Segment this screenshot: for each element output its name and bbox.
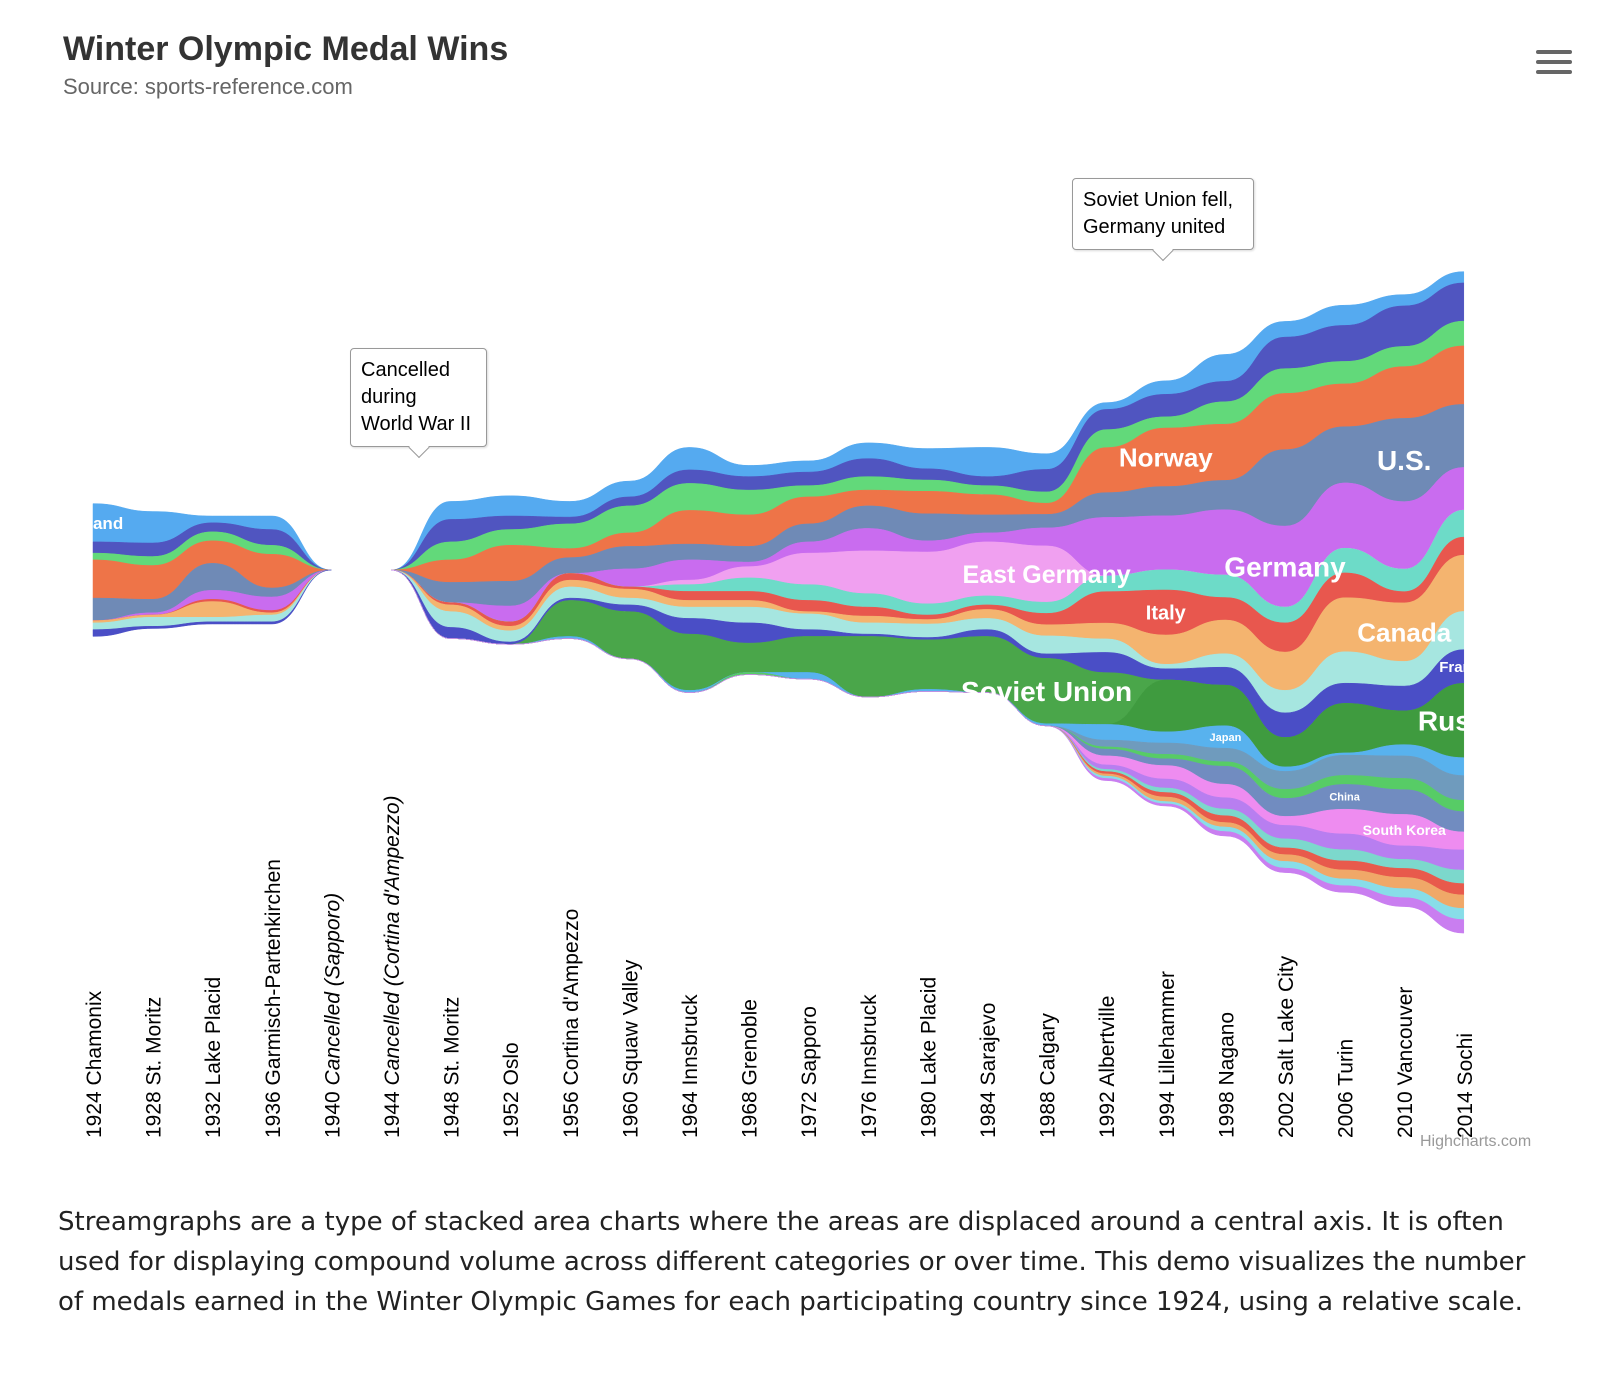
x-axis-tick-label: 1964 Innsbruck [679,994,702,1138]
x-axis-tick-label: 1994 Lillehammer [1156,971,1179,1138]
chart-credits[interactable]: Highcharts.com [1420,1133,1532,1150]
annotation-soviet-union: Soviet Union fell, Germany united [1072,178,1254,250]
x-axis-tick-label: 1944 Cancelled (Cortina d'Ampezzo) [381,795,404,1138]
x-axis-tick-label: 2002 Salt Lake City [1275,955,1298,1138]
series-label: Soviet Union [961,676,1132,707]
x-axis-tick-label: 1980 Lake Placid [917,977,940,1138]
series-label: Italy [1146,603,1187,625]
x-axis-tick-label: 1968 Grenoble [739,999,762,1138]
x-axis-tick-label: 1998 Nagano [1215,1012,1238,1138]
stream-area[interactable] [390,569,1465,934]
x-axis-tick-label: 1940 Cancelled (Sapporo) [321,893,344,1138]
menu-bar [1536,70,1572,74]
annotation-ww2: Cancelled during World War II [350,348,487,447]
hamburger-menu-icon[interactable] [1536,50,1572,82]
chart-container: Winter Olympic Medal Wins Source: sports… [0,0,1600,1190]
x-axis-tick-label: 1976 Innsbruck [858,994,881,1138]
x-axis-tick-label: 2006 Turin [1335,1039,1358,1138]
stream-areas [92,271,1465,934]
series-label: Norway [1119,442,1213,472]
x-axis-tick-label: 1948 St. Moritz [441,997,464,1138]
series-label: China [1329,792,1360,804]
x-axis-tick-label: 1972 Sapporo [798,1006,821,1138]
series-label: Russia [1418,705,1510,736]
chart-subtitle: Source: sports-reference.com [63,74,353,99]
chart-description: Streamgraphs are a type of stacked area … [58,1207,1526,1317]
series-labels: Finland Norway U.S. Germany East Germany Ital… [63,442,1510,838]
menu-bar [1536,60,1572,64]
series-label: East Germany [963,561,1131,589]
x-axis-tick-label: 1928 St. Moritz [143,997,166,1138]
menu-bar [1536,50,1572,54]
x-axis-tick-label: 1988 Calgary [1037,1013,1060,1138]
x-axis-tick-label: 1956 Cortina d'Ampezzo [560,909,583,1138]
stream-area[interactable] [92,569,332,637]
x-axis-tick-label: 1952 Oslo [500,1042,523,1138]
series-label: Canada [1357,617,1451,647]
x-axis-tick-label: 2010 Vancouver [1394,987,1417,1138]
annotation-line: Cancelled [361,359,450,381]
series-label: South Korea [1363,822,1446,838]
x-axis-tick-label: 1924 Chamonix [83,990,106,1138]
series-label: Japan [1210,732,1242,744]
x-axis-tick-label: 1984 Sarajevo [977,1003,1000,1138]
streamgraph-plot: Finland Norway U.S. Germany East Germany Ital… [63,271,1510,1138]
series-label: France [1439,659,1488,676]
series-label: Finland [63,514,123,533]
x-axis-tick-label: 1960 Squaw Valley [619,959,642,1138]
x-axis-tick-label: 1932 Lake Placid [202,977,225,1138]
x-axis: 1924 Chamonix 1928 St. Moritz 1932 Lake Pl… [83,795,1477,1138]
x-axis-tick-label: 2014 Sochi [1454,1033,1477,1138]
annotation-line: during [361,386,417,408]
series-label: Germany [1224,551,1346,582]
annotation-line: Germany united [1083,216,1226,238]
series-label: U.S. [1377,445,1431,476]
chart-title: Winter Olympic Medal Wins [63,30,509,68]
annotation-line: Soviet Union fell, [1083,189,1234,211]
x-axis-tick-label: 1936 Garmisch-Partenkirchen [262,859,285,1138]
annotation-line: World War II [361,413,472,435]
x-axis-tick-label: 1992 Albertville [1096,996,1119,1138]
